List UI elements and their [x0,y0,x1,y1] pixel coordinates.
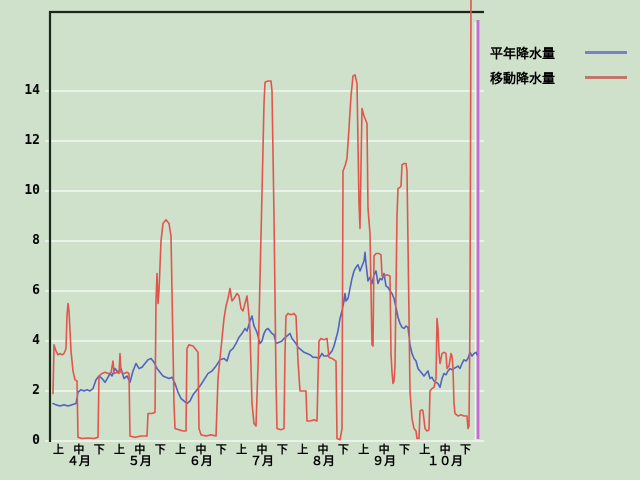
x-axis-month-label: ５月 [127,454,152,468]
y-axis-label: 14 [24,83,40,98]
x-axis-decade-label: 下 [215,443,227,456]
x-axis-decade-label: 中 [256,443,268,456]
moving-precip-line [52,0,472,441]
axis-border [48,10,484,442]
x-axis-decade-label: 中 [317,443,329,456]
legend-item: 移動降水量 [490,65,640,90]
normal-precip-line [52,251,478,407]
legend-line-swatch-normal [585,51,628,54]
y-axis-label: 4 [32,333,40,348]
x-axis-decade-label: 下 [93,443,105,456]
legend-label-moving-precip: 移動降水量 [490,72,556,87]
x-axis-decade-label: 中 [134,443,146,456]
y-axis-label: 10 [24,183,40,198]
x-axis-decade-label: 中 [195,443,207,456]
legend-label-normal-precip: 平年降水量 [490,47,556,62]
legend: 平年降水量 移動降水量 [490,40,640,90]
y-axis-label: 12 [24,133,40,148]
y-axis-label: 2 [32,383,40,398]
x-axis-decade-label: 下 [398,443,410,456]
x-axis-month-label: ６月 [188,454,213,468]
x-axis-decade-label: 下 [460,443,471,456]
x-axis-decade-label: 上 [175,443,187,456]
x-axis-decade-label: 上 [236,443,248,456]
x-axis-month-label: ８月 [311,454,336,468]
x-axis-decade-label: 中 [439,443,451,456]
x-axis-decade-label: 上 [358,443,370,456]
y-axis-label: 6 [32,283,40,298]
y-axis-label: 0 [32,433,40,448]
legend-item: 平年降水量 [490,40,640,65]
legend-line-swatch-moving [585,76,628,79]
x-axis-decade-label: 中 [378,443,390,456]
x-axis-month-label: ９月 [372,454,397,468]
x-axis-decade-label: 下 [276,443,288,456]
x-axis-decade-label: 上 [53,443,64,456]
x-axis-decade-label: 中 [73,443,85,456]
x-axis-decade-label: 上 [297,443,309,456]
x-axis-decade-label: 下 [337,443,349,456]
x-axis-month-label: ７月 [249,454,275,468]
x-axis-decade-label: 下 [154,443,166,456]
y-axis-label: 8 [32,233,40,248]
x-axis-month-label: ４月 [66,454,91,468]
x-axis-month-label: １０月 [427,454,464,468]
x-axis-decade-label: 上 [419,443,431,456]
x-axis-decade-label: 上 [114,443,126,456]
